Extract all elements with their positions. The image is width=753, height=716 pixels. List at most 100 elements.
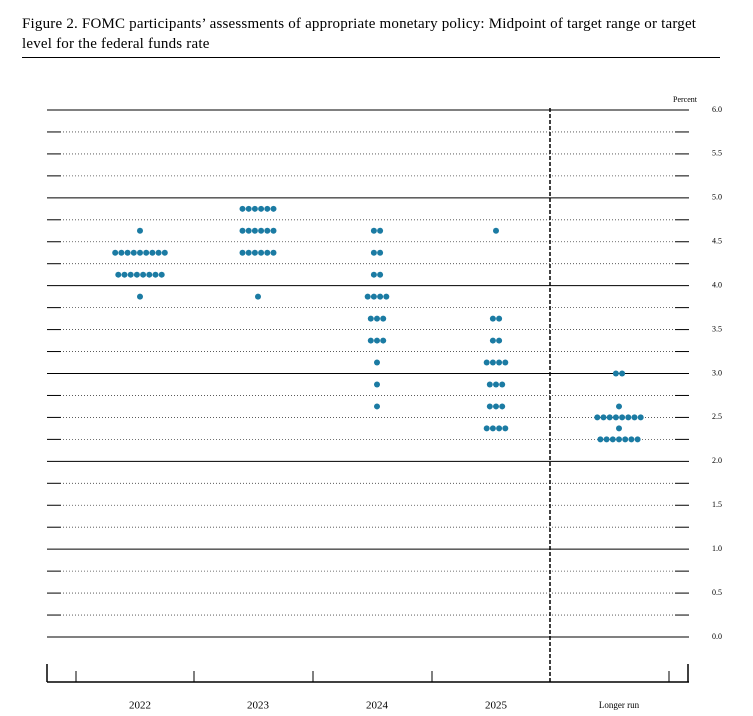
dot [364,293,371,300]
dot [374,403,380,410]
x-tick-label: 2022 [129,700,151,712]
dot [631,414,638,421]
dot [258,227,265,234]
y-tick-label: 5.0 [712,193,722,202]
dot [245,227,252,234]
dot [137,227,143,234]
dot [483,425,490,432]
dot [380,337,387,344]
dot [502,425,509,432]
y-tick-label: 1.5 [712,500,722,509]
dot [121,271,128,278]
dot [377,293,384,300]
dot [115,271,122,278]
y-tick-label: 0.5 [712,588,722,597]
dot [370,227,377,234]
dot [377,271,384,278]
dot [594,414,601,421]
y-tick-label: 2.5 [712,412,722,421]
chart-title: Figure 2. FOMC participants’ assessments… [22,16,697,52]
y-tick-label: 2.0 [712,456,722,465]
dot [374,381,380,388]
dot [367,337,374,344]
dot [380,315,387,322]
dot [597,436,604,443]
dot [239,227,246,234]
dot [239,249,246,256]
dot [489,359,496,366]
dot [637,414,644,421]
y-tick-label: 3.5 [712,324,722,333]
dot [258,205,265,212]
dot [616,425,622,432]
y-label: Percent [673,95,698,104]
dot [377,249,384,256]
dot [616,436,622,443]
x-tick-label: 2024 [366,700,389,712]
dot [499,403,506,410]
dot [270,205,277,212]
dot [124,249,131,256]
dot [137,293,143,300]
dot [374,337,380,344]
dot [634,436,641,443]
dot [489,425,496,432]
y-tick-label: 4.5 [712,237,722,246]
dot [270,249,277,256]
dot [502,359,509,366]
dot [600,414,607,421]
dot [158,271,165,278]
dot [499,381,506,388]
dot [489,315,496,322]
dot [612,414,619,421]
x-tick-label: Longer run [599,700,640,710]
dot [622,436,629,443]
dot [367,315,374,322]
dot [140,271,147,278]
dot [258,249,265,256]
dot [493,381,499,388]
dot [625,414,632,421]
y-tick-label: 6.0 [712,105,722,114]
dot [251,205,258,212]
x-tick-label: 2023 [247,700,270,712]
dot [130,249,137,256]
dot [112,249,119,256]
dot [374,315,380,322]
y-tick-label: 4.0 [712,280,722,289]
dot [161,249,168,256]
dot [612,370,619,377]
dot [146,271,153,278]
y-tick-label: 0.0 [712,632,722,641]
dot [133,271,140,278]
dot [486,381,493,388]
dot [609,436,616,443]
dot [245,249,252,256]
y-tick-label: 3.0 [712,368,722,377]
dot [374,359,380,366]
dot [603,436,610,443]
dot [370,249,377,256]
dot [493,403,499,410]
dot [496,337,503,344]
dot [496,425,503,432]
dot [270,227,277,234]
y-tick-label: 5.5 [712,149,722,158]
dot [152,271,159,278]
dot [118,249,125,256]
dot [377,227,384,234]
dot [155,249,162,256]
dot [493,227,499,234]
dot [619,414,626,421]
title-rule [22,57,720,58]
dot [264,227,271,234]
dot [489,337,496,344]
dot [127,271,134,278]
dot [264,205,271,212]
dot [486,403,493,410]
dot [483,359,490,366]
dot [628,436,635,443]
dot [606,414,613,421]
